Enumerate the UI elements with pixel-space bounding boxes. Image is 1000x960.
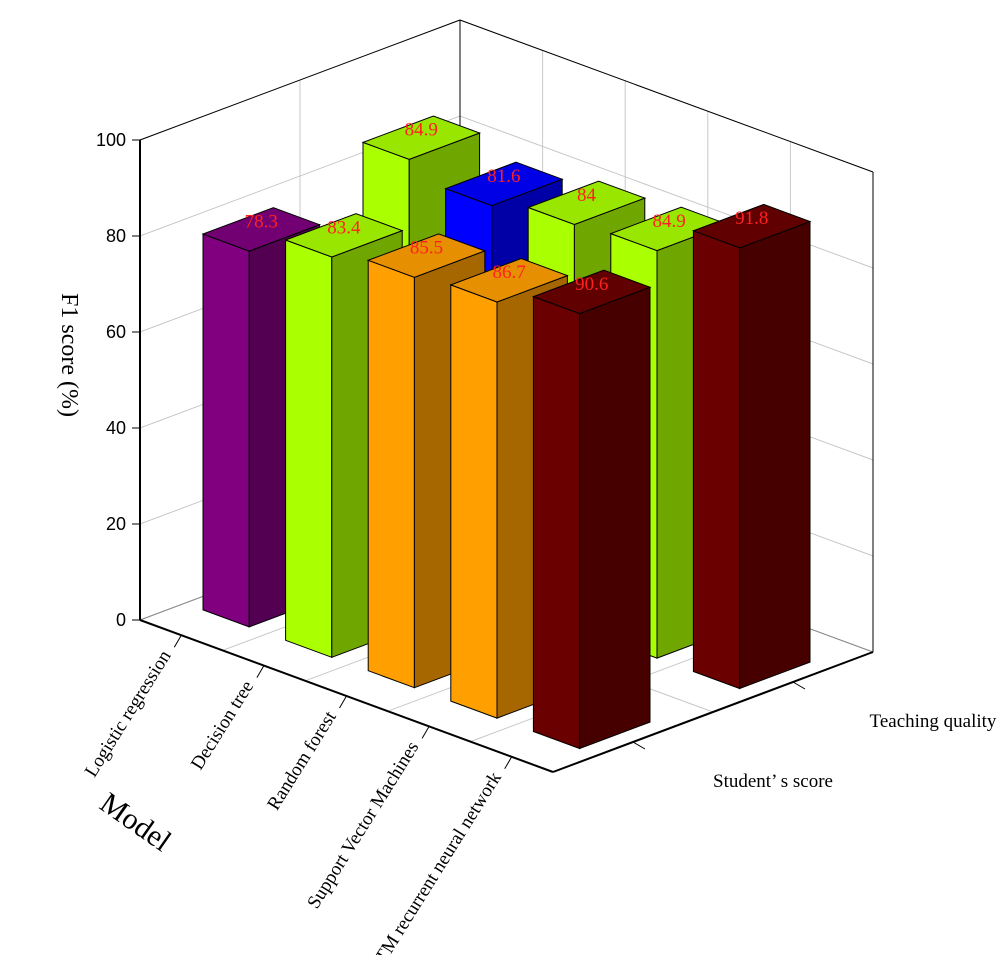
y-tick-label: 20 (106, 514, 126, 534)
value-label: 85.5 (410, 238, 443, 259)
bar-front (202, 233, 250, 628)
depth-tick-mark (632, 741, 646, 750)
bar-top (284, 213, 404, 258)
x-tick-label: Random forest (263, 707, 341, 814)
value-label: 81.6 (487, 166, 520, 187)
frame-line (459, 19, 874, 173)
y-tick-label: 80 (106, 226, 126, 246)
bar-top (201, 207, 322, 252)
bar-front (367, 259, 415, 689)
bar-top (691, 203, 812, 249)
y-tick-label: 0 (116, 610, 126, 630)
bar-top (444, 161, 564, 207)
depth-label: Teaching quality (870, 711, 997, 732)
depth-label: Student’ s score (713, 771, 833, 792)
x-tick-label: Decision tree (187, 677, 258, 774)
bar (691, 203, 812, 690)
bar (531, 269, 652, 750)
x-tick-mark (173, 634, 182, 648)
bar-front (450, 284, 498, 719)
bar-front (532, 295, 581, 750)
value-label: 84 (577, 185, 597, 206)
depth-tick-mark (792, 681, 806, 690)
x-tick-mark (256, 665, 265, 678)
x-tick-label: Support Vector Machines (303, 738, 423, 913)
bar-side (579, 286, 651, 750)
depth-axis-line (552, 651, 874, 773)
value-label: 91.8 (735, 208, 768, 229)
bar-top (526, 180, 647, 226)
x-tick-mark (421, 726, 430, 739)
value-label: 83.4 (327, 217, 361, 238)
value-label: 78.3 (245, 211, 278, 232)
y-tick-label: 60 (106, 322, 126, 342)
grid-line (139, 19, 874, 173)
x-axis-label: Model (94, 786, 177, 858)
bar-side (739, 220, 811, 690)
value-label: 84.9 (652, 211, 685, 232)
bar-front (692, 230, 741, 690)
value-label: 86.7 (492, 262, 525, 283)
y-tick-label: 100 (96, 130, 126, 150)
frame-line (139, 19, 461, 141)
y-tick-label: 40 (106, 418, 126, 438)
value-label: 84.9 (405, 120, 438, 141)
bar-front (285, 239, 333, 659)
bar-top (366, 233, 487, 278)
bar-top (449, 257, 569, 303)
x-tick-mark (339, 695, 347, 709)
bar-top (361, 115, 482, 160)
bar-top (531, 269, 652, 315)
x-tick-label: Logistic regression (81, 646, 176, 781)
y-axis-label: F1 score (%) (56, 293, 82, 417)
x-tick-mark (504, 756, 513, 770)
value-label: 90.6 (575, 274, 608, 295)
